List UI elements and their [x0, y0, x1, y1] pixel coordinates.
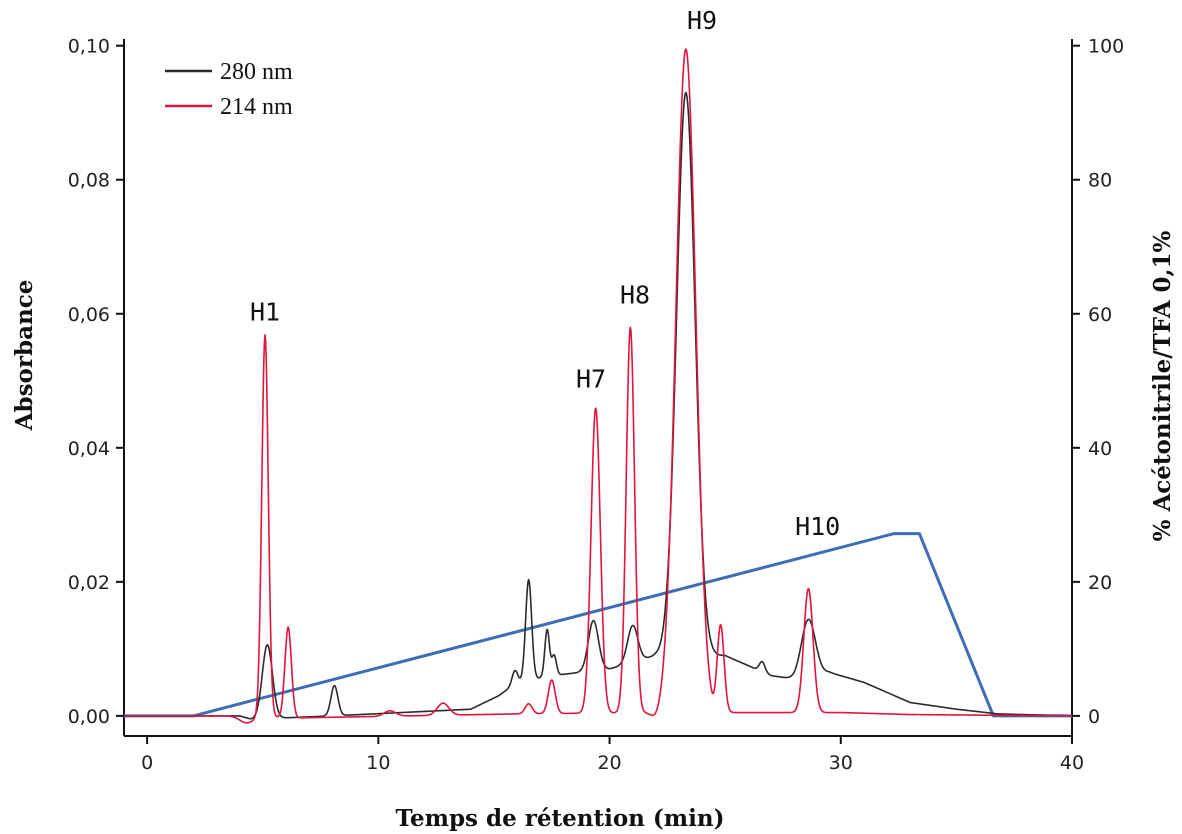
y2-axis-title: % Acétonitrile/TFA 0,1% [1149, 230, 1176, 541]
axis-ticks: 0 10 20 30 40 0,00 0,02 0,04 0,06 0,08 0,10 0 20 40 60… [68, 36, 1125, 774]
x-tick-label: 0 [141, 752, 153, 774]
peak-label-h8: H8 [620, 281, 650, 310]
x-tick-label: 30 [829, 752, 853, 774]
y2-tick-label: 80 [1088, 170, 1112, 192]
series-layer [123, 48, 1073, 724]
y-tick-label: 0,02 [68, 572, 110, 594]
y2-tick-label: 20 [1088, 572, 1112, 594]
y-tick-label: 0,00 [68, 706, 110, 728]
y-tick-label: 0,04 [68, 438, 110, 460]
y-axis-title: Absorbance [11, 280, 38, 432]
series-280nm-line [123, 91, 1073, 720]
y-tick-label: 0,08 [68, 170, 110, 192]
peak-label-h1: H1 [250, 297, 280, 326]
peak-label-h9: H9 [687, 6, 717, 35]
y-tick-label: 0,06 [68, 304, 110, 326]
y2-tick-label: 0 [1088, 706, 1100, 728]
peak-label-h10: H10 [795, 512, 840, 541]
series-214nm-line [123, 48, 1073, 724]
x-tick-label: 10 [366, 752, 390, 774]
y2-tick-label: 40 [1088, 438, 1112, 460]
y-tick-label: 0,10 [68, 36, 110, 58]
x-tick-label: 20 [597, 752, 621, 774]
peak-annotations: H1 H7 H8 H9 H10 [250, 6, 840, 541]
y2-tick-label: 100 [1088, 36, 1124, 58]
legend: 280 nm 214 nm [165, 59, 293, 120]
series-gradient-line [124, 532, 1072, 718]
peak-label-h7: H7 [576, 365, 606, 394]
y2-tick-label: 60 [1088, 304, 1112, 326]
x-axis-title: Temps de rétention (min) [396, 805, 725, 832]
legend-label-280: 280 nm [220, 59, 293, 85]
legend-label-214: 214 nm [220, 94, 293, 120]
plot-area [123, 39, 1073, 737]
x-tick-label: 40 [1060, 752, 1084, 774]
